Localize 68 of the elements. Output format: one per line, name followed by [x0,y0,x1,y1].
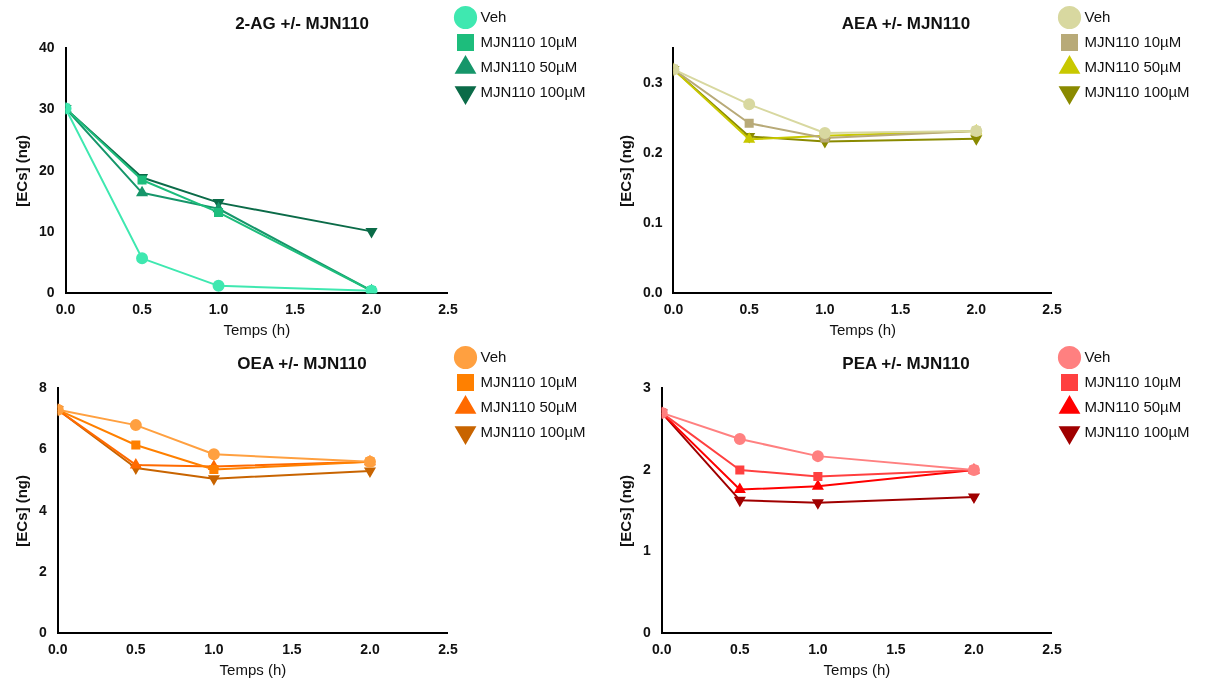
legend-label: MJN110 10µM [480,32,578,50]
x-tick-label: 0.5 [126,641,146,658]
chart-title: OEA +/- MJN110 [237,353,367,373]
chart-title: 2-AG +/- MJN110 [235,13,369,33]
legend-label: Veh [480,7,507,25]
x-tick-label: 1.5 [285,301,305,318]
y-tick-label: 20 [38,161,55,178]
x-tick-label: 0.5 [730,641,750,658]
x-axis-title: Temps (h) [219,661,287,679]
y-tick-label: 0.3 [642,74,663,91]
y-tick-label: 0.2 [642,144,663,161]
x-tick-label: 0.0 [663,301,684,318]
y-tick-label: 2 [38,562,47,579]
x-tick-label: 0.5 [739,301,760,318]
y-axis-title: [ECs] (ng) [617,474,635,547]
x-tick-label: 1.5 [890,301,911,318]
x-tick-label: 1.0 [808,641,828,658]
y-axis-title: [ECs] (ng) [13,474,31,547]
legend-label: Veh [1084,347,1111,365]
x-tick-label: 0.5 [132,301,152,318]
y-tick-label: 2 [642,460,651,477]
x-axis-title: Temps (h) [223,321,291,339]
y-tick-label: 1 [642,542,651,559]
legend-label: Veh [1084,7,1111,25]
y-tick-label: 0 [642,624,651,641]
legend-label: MJN110 10µM [480,372,578,390]
x-tick-label: 1.5 [282,641,302,658]
y-tick-label: 8 [38,379,47,396]
legend-label: MJN110 50µM [1084,57,1182,75]
x-tick-label: 2.0 [361,301,382,318]
y-tick-label: 3 [642,379,651,396]
chart-title: PEA +/- MJN110 [842,353,970,373]
x-tick-label: 1.5 [886,641,906,658]
x-tick-label: 2.0 [966,301,987,318]
x-tick-label: 2.0 [360,641,380,658]
x-tick-label: 2.5 [438,641,458,658]
chart-title: AEA +/- MJN110 [841,13,971,33]
y-tick-label: 30 [38,100,55,117]
legend-label: MJN110 50µM [480,397,578,415]
y-tick-label: 0.1 [642,214,663,231]
x-tick-label: 2.5 [1042,301,1062,318]
y-tick-label: 40 [38,39,55,56]
legend-label: MJN110 100µM [480,422,586,440]
legend-label: MJN110 100µM [480,82,586,100]
x-tick-label: 1.0 [815,301,835,318]
legend-label: MJN110 10µM [1084,32,1182,50]
y-tick-label: 10 [38,222,55,239]
y-axis-title: [ECs] (ng) [13,134,31,207]
y-tick-label: 4 [38,501,47,518]
legend-label: MJN110 10µM [1084,372,1182,390]
y-tick-label: 0 [46,284,55,301]
y-tick-label: 6 [38,440,47,457]
x-axis-title: Temps (h) [823,661,891,679]
x-tick-label: 0.0 [55,301,76,318]
legend-label: MJN110 50µM [1084,397,1182,415]
x-tick-label: 1.0 [208,301,229,318]
x-tick-label: 1.0 [204,641,224,658]
legend-label: Veh [480,347,507,365]
x-tick-label: 2.5 [1042,641,1062,658]
y-tick-label: 0.0 [642,284,663,301]
legend-label: MJN110 100µM [1084,422,1190,440]
x-tick-label: 2.0 [964,641,984,658]
x-axis-title: Temps (h) [829,321,897,339]
y-axis-title: [ECs] (ng) [617,134,635,207]
x-tick-label: 2.5 [438,301,458,318]
y-tick-label: 0 [38,624,47,641]
legend-label: MJN110 50µM [480,57,578,75]
legend-label: MJN110 100µM [1084,82,1190,100]
